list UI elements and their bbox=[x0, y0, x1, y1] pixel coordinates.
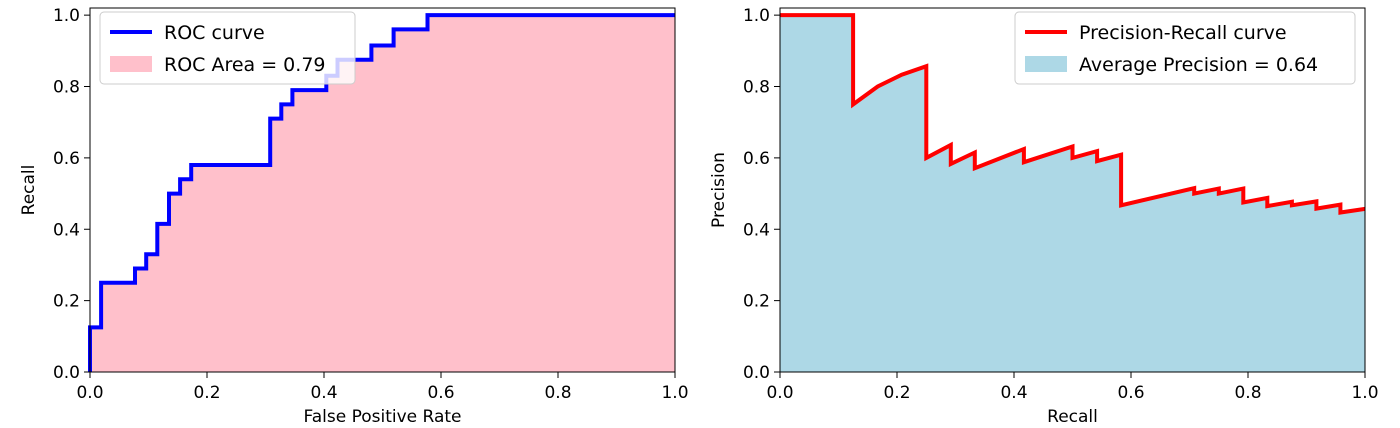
roc-x-ticks: 0.0 0.2 0.4 0.6 0.8 1.0 bbox=[76, 372, 689, 403]
x-tick-label: 0.8 bbox=[544, 383, 571, 403]
pr-legend-area-swatch bbox=[1025, 56, 1067, 72]
x-tick-label: 0.4 bbox=[1000, 383, 1027, 403]
x-tick-label: 0.6 bbox=[427, 383, 454, 403]
y-tick-label: 0.6 bbox=[743, 149, 770, 169]
y-tick-label: 0.6 bbox=[53, 149, 80, 169]
y-tick-label: 0.0 bbox=[743, 363, 770, 383]
y-tick-label: 0.4 bbox=[53, 220, 80, 240]
y-tick-label: 0.4 bbox=[743, 220, 770, 240]
roc-legend-box bbox=[99, 11, 356, 85]
x-tick-label: 0.4 bbox=[310, 383, 337, 403]
y-tick-label: 0.2 bbox=[743, 292, 770, 312]
roc-legend: ROC curve ROC Area = 0.79 bbox=[99, 11, 356, 85]
pr-legend-line-label: Precision-Recall curve bbox=[1079, 22, 1287, 44]
roc-legend-area-label: ROC Area = 0.79 bbox=[164, 54, 326, 76]
y-tick-label: 0.0 bbox=[53, 363, 80, 383]
x-tick-label: 0.6 bbox=[1117, 383, 1144, 403]
pr-axes-frame bbox=[779, 7, 1366, 373]
roc-legend-area-swatch bbox=[110, 56, 152, 72]
x-tick-label: 0.2 bbox=[883, 383, 910, 403]
pr-y-ticks: 0.0 0.2 0.4 0.6 0.8 1.0 bbox=[743, 6, 780, 383]
x-tick-label: 0.2 bbox=[193, 383, 220, 403]
roc-axes-frame bbox=[89, 7, 676, 373]
pr-y-axis-label: Precision bbox=[709, 152, 729, 228]
y-tick-label: 0.8 bbox=[743, 78, 770, 98]
roc-curve-line bbox=[88, 13, 675, 372]
roc-x-axis-label: False Positive Rate bbox=[304, 407, 462, 427]
y-tick-label: 1.0 bbox=[53, 6, 80, 26]
y-tick-label: 0.2 bbox=[53, 292, 80, 312]
pr-legend-box bbox=[1014, 11, 1356, 85]
y-tick-label: 0.8 bbox=[53, 78, 80, 98]
pr-x-ticks: 0.0 0.2 0.4 0.6 0.8 1.0 bbox=[766, 372, 1379, 403]
roc-panel: 0.0 0.2 0.4 0.6 0.8 1.0 0.0 0.2 0.4 0.6 0.8 1.0 Fa… bbox=[19, 6, 689, 427]
pr-x-axis-label: Recall bbox=[1047, 407, 1098, 427]
x-tick-label: 0.8 bbox=[1234, 383, 1261, 403]
x-tick-label: 0.0 bbox=[766, 383, 793, 403]
roc-legend-line-label: ROC curve bbox=[164, 22, 265, 44]
pr-panel: 0.0 0.2 0.4 0.6 0.8 1.0 0.0 0.2 0.4 0.6 0.8 1.0 Re… bbox=[709, 6, 1379, 427]
x-tick-label: 1.0 bbox=[1351, 383, 1378, 403]
x-tick-label: 1.0 bbox=[661, 383, 688, 403]
x-tick-label: 0.0 bbox=[76, 383, 103, 403]
roc-y-axis-label: Recall bbox=[19, 165, 39, 216]
roc-area-fill bbox=[90, 15, 675, 372]
y-tick-label: 1.0 bbox=[743, 6, 770, 26]
roc-y-ticks: 0.0 0.2 0.4 0.6 0.8 1.0 bbox=[53, 6, 90, 383]
pr-legend-area-label: Average Precision = 0.64 bbox=[1079, 54, 1318, 76]
pr-curve-line bbox=[780, 13, 1366, 215]
pr-legend: Precision-Recall curve Average Precision… bbox=[1014, 11, 1356, 85]
